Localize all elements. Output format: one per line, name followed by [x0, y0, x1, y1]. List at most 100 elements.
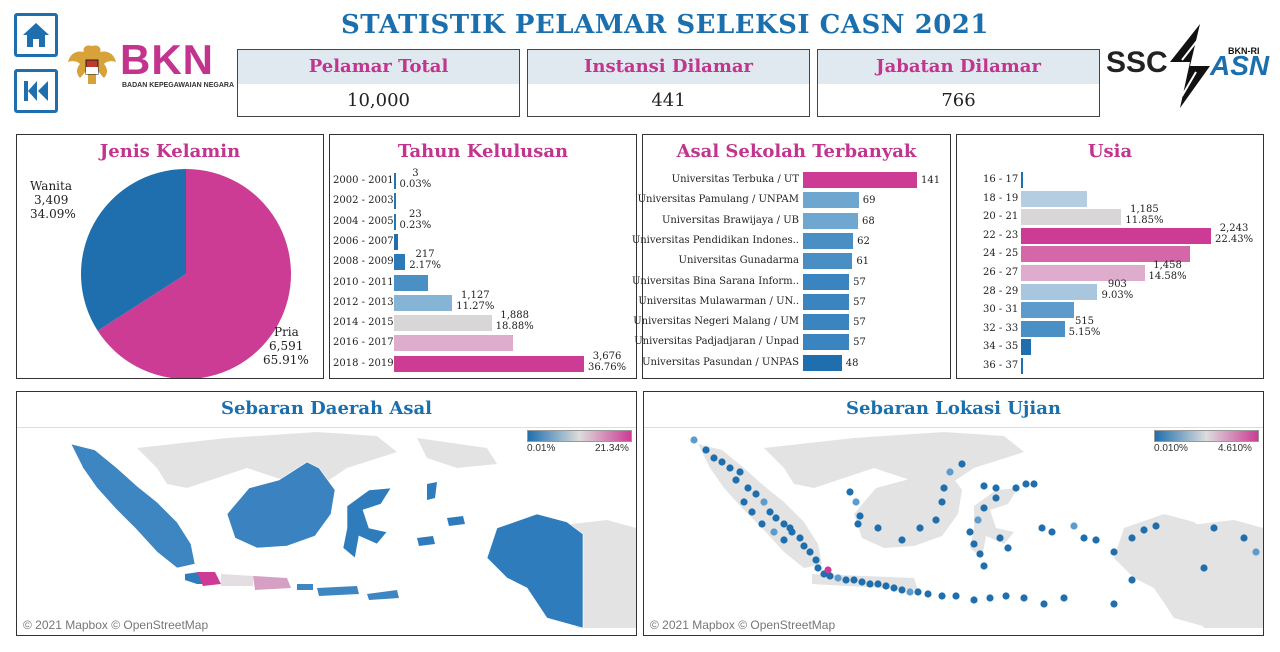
bar[interactable] — [394, 315, 492, 332]
bar[interactable] — [803, 293, 850, 310]
exam-location-dot[interactable] — [996, 534, 1004, 542]
exam-location-dot[interactable] — [702, 446, 710, 454]
exam-location-dot[interactable] — [958, 460, 966, 468]
bar[interactable] — [803, 334, 850, 351]
exam-location-dot[interactable] — [1022, 480, 1030, 488]
exam-location-dot[interactable] — [992, 484, 1000, 492]
exam-location-dot[interactable] — [1020, 594, 1028, 602]
exam-location-dot[interactable] — [966, 528, 974, 536]
map-credit[interactable]: © 2021 Mapbox © OpenStreetMap — [650, 618, 836, 632]
bar[interactable] — [803, 192, 859, 209]
bar[interactable] — [1021, 190, 1088, 207]
bar[interactable] — [394, 233, 398, 250]
exam-location-dot[interactable] — [718, 458, 726, 466]
exam-location-dot[interactable] — [772, 514, 780, 522]
exam-location-dot[interactable] — [744, 484, 752, 492]
exam-location-dot[interactable] — [852, 498, 860, 506]
exam-location-dot[interactable] — [1152, 522, 1160, 530]
exam-location-dot[interactable] — [970, 596, 978, 604]
exam-location-dot[interactable] — [1110, 548, 1118, 556]
exam-location-dot[interactable] — [924, 590, 932, 598]
exam-location-dot[interactable] — [856, 512, 864, 520]
bar[interactable] — [1021, 209, 1122, 226]
exam-location-dot[interactable] — [970, 540, 978, 548]
back-button[interactable] — [14, 69, 58, 113]
bar[interactable] — [803, 172, 917, 188]
exam-location-dot[interactable] — [740, 498, 748, 506]
exam-location-dot[interactable] — [690, 436, 698, 444]
exam-location-dot[interactable] — [874, 580, 882, 588]
bar[interactable] — [1021, 320, 1065, 337]
exam-location-dot[interactable] — [890, 584, 898, 592]
exam-location-dot[interactable] — [736, 468, 744, 476]
bar[interactable] — [1021, 302, 1074, 319]
exam-location-dot[interactable] — [1004, 544, 1012, 552]
exam-location-dot[interactable] — [710, 454, 718, 462]
bar[interactable] — [394, 355, 584, 372]
bar[interactable] — [394, 274, 428, 291]
bar[interactable] — [803, 314, 850, 331]
exam-location-dot[interactable] — [1030, 480, 1038, 488]
exam-location-dot[interactable] — [938, 498, 946, 506]
bar[interactable] — [803, 232, 854, 249]
exam-location-dot[interactable] — [1060, 594, 1068, 602]
exam-location-dot[interactable] — [906, 588, 914, 596]
exam-location-dot[interactable] — [806, 548, 814, 556]
bar[interactable] — [1021, 283, 1098, 300]
exam-location-dot[interactable] — [980, 482, 988, 490]
exam-location-dot[interactable] — [812, 556, 820, 564]
exam-location-dot[interactable] — [1092, 536, 1100, 544]
exam-location-dot[interactable] — [946, 468, 954, 476]
exam-location-dot[interactable] — [766, 508, 774, 516]
exam-location-dot[interactable] — [986, 594, 994, 602]
bar[interactable] — [394, 193, 396, 210]
bar[interactable] — [803, 273, 850, 290]
bar[interactable] — [1021, 227, 1211, 244]
bar[interactable] — [394, 335, 513, 352]
home-button[interactable] — [14, 13, 58, 57]
map-credit[interactable]: © 2021 Mapbox © OpenStreetMap — [23, 618, 209, 632]
bar[interactable] — [803, 253, 853, 270]
pie-slice-wanita[interactable] — [80, 169, 186, 331]
exam-location-dot[interactable] — [1200, 564, 1208, 572]
exam-location-dot[interactable] — [842, 576, 850, 584]
symbol-map[interactable] — [644, 428, 1263, 636]
exam-location-dot[interactable] — [866, 580, 874, 588]
exam-location-dot[interactable] — [814, 564, 822, 572]
exam-location-dot[interactable] — [758, 520, 766, 528]
exam-location-dot[interactable] — [1140, 526, 1148, 534]
exam-location-dot[interactable] — [952, 592, 960, 600]
exam-location-dot[interactable] — [1048, 528, 1056, 536]
exam-location-dot[interactable] — [882, 582, 890, 590]
exam-location-dot[interactable] — [752, 490, 760, 498]
bar[interactable] — [1021, 358, 1023, 374]
exam-location-dot[interactable] — [760, 498, 768, 506]
exam-location-dot[interactable] — [932, 516, 940, 524]
exam-location-dot[interactable] — [980, 562, 988, 570]
exam-location-dot[interactable] — [980, 504, 988, 512]
exam-location-dot[interactable] — [846, 488, 854, 496]
exam-location-dot[interactable] — [1002, 592, 1010, 600]
bar[interactable] — [394, 294, 453, 311]
choropleth-map[interactable] — [17, 428, 636, 636]
exam-location-dot[interactable] — [938, 592, 946, 600]
bar[interactable] — [1021, 265, 1145, 281]
exam-location-dot[interactable] — [940, 484, 948, 492]
exam-location-dot[interactable] — [1128, 576, 1136, 584]
bar[interactable] — [1021, 246, 1191, 263]
bar[interactable] — [803, 212, 858, 229]
exam-location-dot[interactable] — [770, 528, 778, 536]
exam-location-dot[interactable] — [974, 516, 982, 524]
exam-location-dot[interactable] — [1040, 600, 1048, 608]
exam-location-dot[interactable] — [1080, 534, 1088, 542]
bar[interactable] — [394, 254, 406, 271]
exam-location-dot[interactable] — [796, 534, 804, 542]
exam-location-dot[interactable] — [850, 576, 858, 584]
exam-location-dot[interactable] — [826, 572, 834, 580]
exam-location-dot[interactable] — [858, 578, 866, 586]
exam-location-dot[interactable] — [1240, 534, 1248, 542]
exam-location-dot[interactable] — [1038, 524, 1046, 532]
exam-location-dot[interactable] — [1110, 600, 1118, 608]
exam-location-dot[interactable] — [800, 542, 808, 550]
exam-location-dot[interactable] — [898, 536, 906, 544]
